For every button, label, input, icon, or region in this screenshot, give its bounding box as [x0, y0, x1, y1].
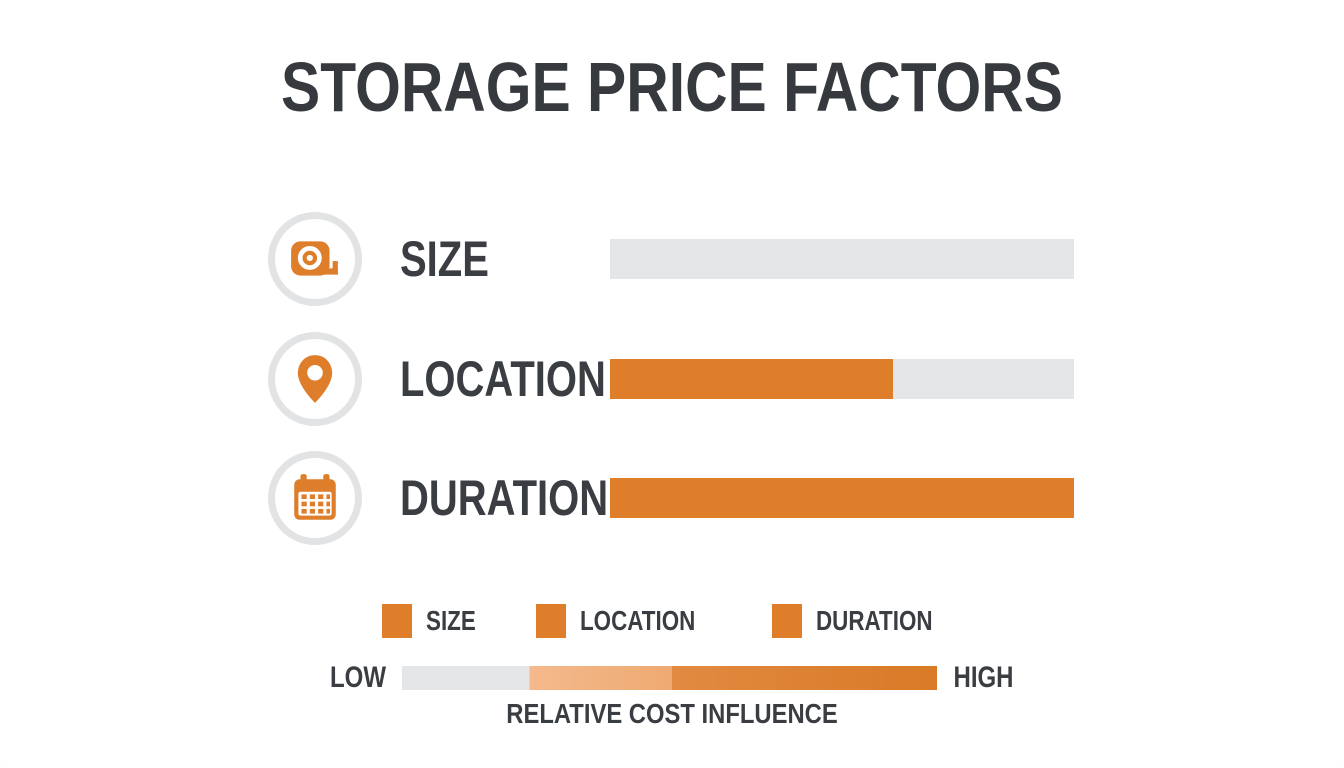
influence-bar-fill — [610, 359, 894, 399]
scale-high-label: HIGH — [953, 661, 1014, 694]
influence-bar-track — [610, 239, 1074, 279]
factor-row-size: SIZE — [268, 212, 1074, 306]
factor-row-location: LOCATION — [268, 332, 1074, 426]
legend-item-location: LOCATION — [536, 604, 724, 638]
legend-swatch — [772, 604, 803, 638]
factor-row-duration: DURATION — [268, 451, 1074, 545]
chart-caption: RELATIVE COST INFLUENCE — [506, 698, 838, 729]
scale-gradient-bar — [401, 666, 937, 690]
factor-label: DURATION — [400, 470, 609, 526]
factor-icon-circle — [268, 212, 362, 306]
factor-label: SIZE — [400, 231, 489, 287]
factor-icon-circle — [268, 332, 362, 426]
legend: SIZE LOCATION DURATION — [0, 604, 1344, 638]
calendar-icon — [288, 471, 342, 525]
page-title: STORAGE PRICE FACTORS — [281, 48, 1063, 126]
legend-label: SIZE — [425, 605, 476, 636]
influence-bar-track — [610, 478, 1074, 518]
legend-item-duration: DURATION — [772, 604, 962, 638]
tape-measure-icon — [288, 232, 342, 286]
legend-label: LOCATION — [580, 605, 696, 636]
cost-influence-scale: LOW HIGH — [0, 663, 1344, 693]
influence-bar-track — [610, 359, 1074, 399]
map-pin-icon — [288, 352, 342, 406]
influence-bar-fill — [610, 478, 1074, 518]
legend-item-size: SIZE — [381, 604, 488, 638]
scale-low-label: LOW — [329, 661, 386, 694]
factor-label: LOCATION — [400, 351, 606, 407]
legend-swatch — [536, 604, 567, 638]
legend-swatch — [381, 604, 412, 638]
factor-icon-circle — [268, 451, 362, 545]
legend-label: DURATION — [816, 605, 933, 636]
